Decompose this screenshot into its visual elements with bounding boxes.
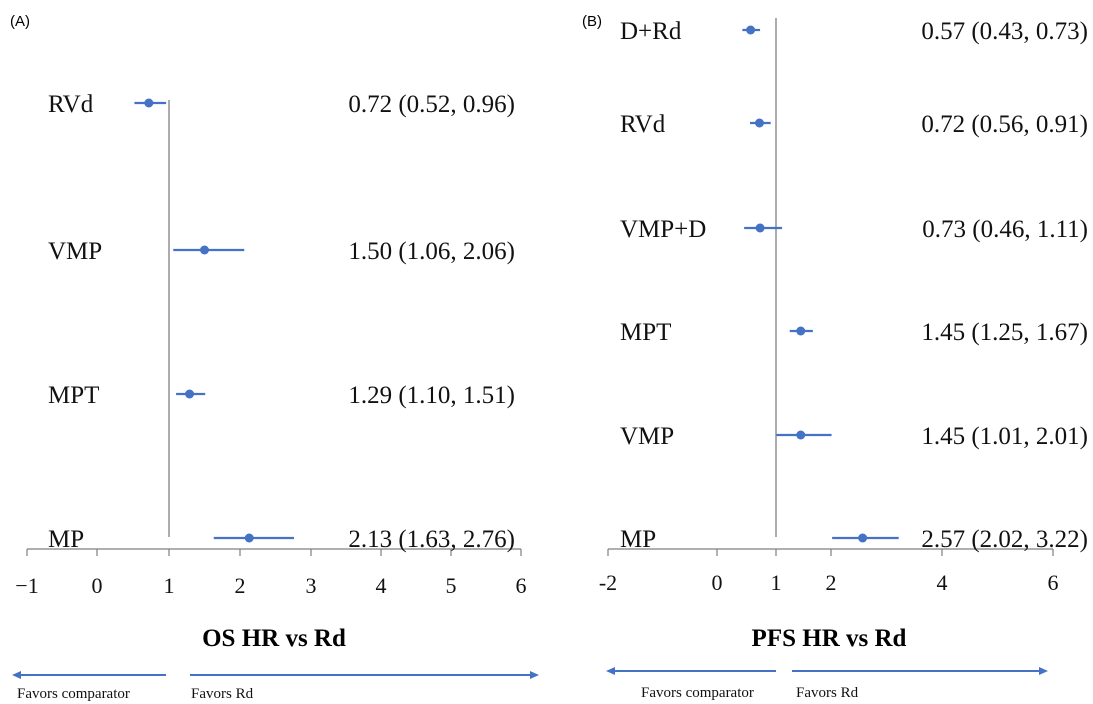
hr-point	[746, 25, 756, 35]
x-tick-label: 6	[1048, 570, 1059, 595]
x-tick-label: 4	[937, 570, 948, 595]
x-tick-label: 6	[516, 573, 527, 598]
x-tick-label: -2	[599, 570, 617, 595]
hr-point	[185, 389, 195, 399]
x-tick-label: 0	[712, 570, 723, 595]
right-arrowhead-icon	[1039, 667, 1048, 675]
hr-value-label: 2.13 (1.63, 2.76)	[348, 526, 515, 553]
panel-label: (A)	[10, 13, 30, 30]
hr-value-label: 0.73 (0.46, 1.11)	[922, 216, 1088, 243]
row-label: RVd	[620, 111, 666, 138]
hr-value-label: 1.29 (1.10, 1.51)	[348, 382, 515, 409]
hr-point	[796, 430, 806, 440]
left-arrowhead-icon	[12, 671, 21, 679]
x-tick-label: 4	[376, 573, 387, 598]
hr-point	[754, 118, 764, 128]
x-axis-title: PFS HR vs Rd	[752, 625, 907, 652]
hr-value-label: 1.50 (1.06, 2.06)	[348, 238, 515, 265]
hr-value-label: 0.57 (0.43, 0.73)	[921, 18, 1088, 45]
favors-rd-label: Favors Rd	[796, 685, 859, 701]
favors-comparator-label: Favors comparator	[641, 685, 754, 701]
x-tick-label: 2	[235, 573, 246, 598]
x-tick-label: 3	[306, 573, 317, 598]
hr-point	[144, 98, 154, 108]
row-label: VMP	[620, 423, 674, 450]
x-tick-label: 5	[446, 573, 457, 598]
hr-value-label: 1.45 (1.25, 1.67)	[921, 319, 1088, 346]
x-axis-title: OS HR vs Rd	[202, 625, 346, 652]
row-label: D+Rd	[620, 18, 682, 45]
hr-value-label: 1.45 (1.01, 2.01)	[921, 423, 1088, 450]
row-label: MP	[48, 526, 84, 553]
forest-panel-b: (B) -2 0 1 2 4 6 D+Rd 0.57 (0.43, 0.73) RVd 0.72 (…	[582, 13, 1088, 701]
row-label: MPT	[48, 382, 99, 409]
hr-point	[858, 533, 868, 543]
x-tick-label: 1	[771, 570, 782, 595]
hr-point	[796, 326, 806, 336]
row-label: RVd	[48, 91, 94, 118]
hr-value-label: 0.72 (0.56, 0.91)	[921, 111, 1088, 138]
row-label: VMP+D	[620, 216, 706, 243]
right-arrowhead-icon	[530, 671, 539, 679]
forest-panel-a: (A) −1 0 1 2 3 4 5 6 RVd 0.72 (0.52, 0.96) VMP 1.50 …	[10, 13, 539, 702]
favors-comparator-label: Favors comparator	[17, 686, 130, 702]
x-tick-label: −1	[15, 573, 38, 598]
row-label: MPT	[620, 319, 671, 346]
row-label: MP	[620, 526, 656, 553]
x-tick-label: 1	[164, 573, 175, 598]
x-tick-label: 0	[92, 573, 103, 598]
row-label: VMP	[48, 238, 102, 265]
x-tick-label: 2	[826, 570, 837, 595]
hr-point	[755, 223, 765, 233]
hr-point	[200, 245, 209, 255]
left-arrowhead-icon	[606, 667, 615, 675]
hr-value-label: 2.57 (2.02, 3.22)	[921, 526, 1088, 553]
favors-rd-label: Favors Rd	[191, 686, 254, 702]
hr-point	[244, 533, 254, 543]
panel-label: (B)	[582, 13, 602, 30]
hr-value-label: 0.72 (0.52, 0.96)	[348, 91, 515, 118]
